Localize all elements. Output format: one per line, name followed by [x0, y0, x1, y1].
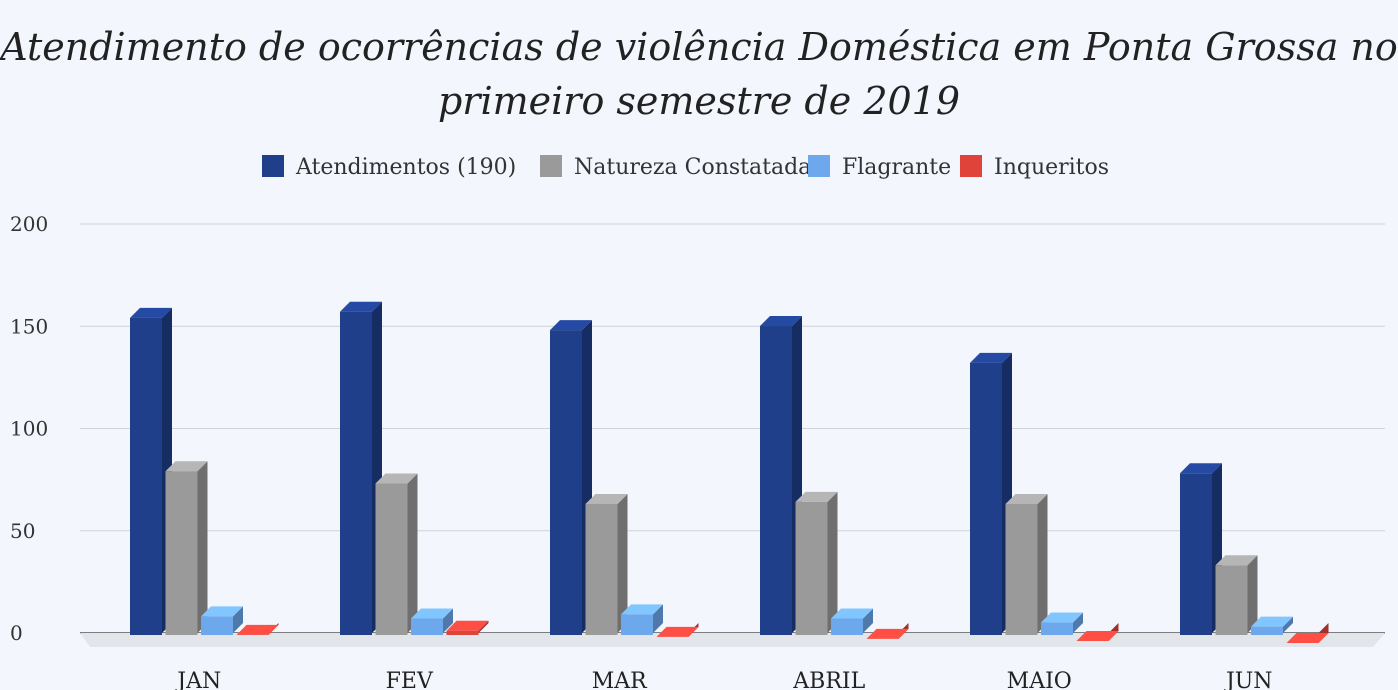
legend-swatch-2	[540, 155, 562, 177]
bar-maio-4	[1076, 623, 1119, 641]
legend-swatch-4	[960, 155, 982, 177]
x-tick-label: MAIO	[1007, 669, 1072, 690]
x-tick-label: JAN	[175, 669, 221, 690]
x-axis-labels: JAN FEV MAR ABRIL MAIO JUN	[175, 669, 1272, 690]
y-tick-label: 100	[10, 417, 48, 441]
legend-label-3: Flagrante	[842, 155, 951, 180]
chart-title-line1: Atendimento de ocorrências de violência …	[0, 25, 1398, 69]
bars	[130, 301, 1329, 643]
floor	[80, 633, 1385, 647]
bar-mar-2	[585, 493, 628, 635]
bar-fev-4	[446, 620, 489, 635]
bar-jan-4	[236, 623, 279, 635]
bar-abril-4	[866, 623, 909, 639]
legend-label-2: Natureza Constatada	[574, 155, 811, 180]
bar-abril-3	[831, 608, 873, 635]
bar-jun-4	[1286, 623, 1329, 643]
bar-mar-3	[621, 604, 663, 635]
bar-fev-2	[375, 473, 418, 635]
legend-swatch-3	[808, 155, 830, 177]
x-tick-label: MAR	[592, 669, 648, 690]
bar-jun-2	[1215, 555, 1258, 635]
legend: Atendimentos (190) Natureza Constatada Fla…	[262, 155, 1109, 180]
bar-fev-3	[411, 608, 453, 635]
bar-abril-2	[795, 491, 838, 635]
legend-label-4: Inqueritos	[994, 155, 1109, 180]
bar-mar-1	[550, 320, 592, 635]
bar-jan-2	[165, 461, 208, 635]
bar-mar-4	[656, 623, 699, 637]
bar-jan-3	[201, 606, 243, 635]
y-tick-label: 150	[10, 314, 48, 338]
y-tick-label: 50	[10, 519, 35, 543]
x-tick-label: FEV	[386, 669, 434, 690]
bar-jun-3	[1251, 616, 1293, 635]
bar-maio-3	[1041, 612, 1083, 635]
legend-label-1: Atendimentos (190)	[295, 155, 516, 180]
x-tick-label: JUN	[1224, 669, 1273, 690]
bar-jun-1	[1180, 463, 1222, 635]
y-tick-label: 0	[10, 621, 23, 645]
x-tick-label: ABRIL	[792, 669, 865, 690]
bar-maio-2	[1005, 493, 1048, 635]
legend-swatch-1	[262, 155, 284, 177]
grid: 0 50 100 150 200	[10, 212, 1385, 647]
chart-title-line2: primeiro semestre de 2019	[438, 79, 960, 123]
y-tick-label: 200	[10, 212, 48, 236]
